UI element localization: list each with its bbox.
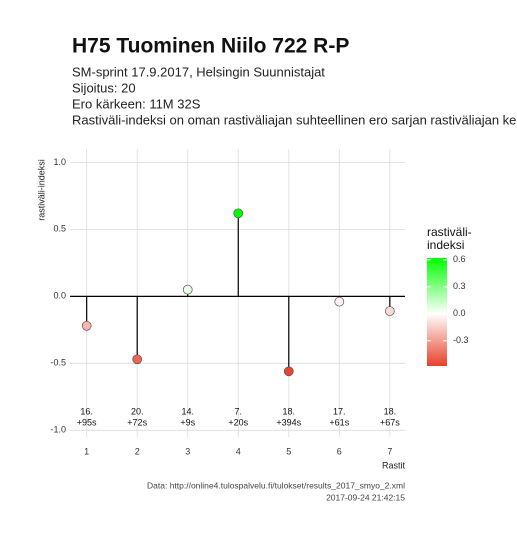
point	[132, 354, 143, 365]
point-label: +394s	[276, 417, 301, 427]
point-label: 7.	[235, 406, 243, 416]
x-tick-label: 6	[337, 446, 342, 456]
point-label: +9s	[180, 417, 195, 427]
x-tick-label: 7	[387, 446, 392, 456]
subtitle: Ero kärkeen: 11M 32S	[72, 96, 201, 111]
point	[334, 296, 345, 307]
legend-title: indeksi	[427, 238, 464, 252]
point	[182, 284, 193, 295]
legend-label: 0.6	[453, 254, 466, 264]
point-label: 14.	[181, 406, 194, 416]
y-tick-label: 0.0	[53, 291, 66, 301]
legend-label: 0.0	[453, 308, 466, 318]
point-label: +72s	[127, 417, 147, 427]
legend-title: rastiväli-	[427, 225, 472, 239]
colorbar	[427, 258, 447, 366]
x-tick-label: 3	[185, 446, 190, 456]
y-tick-label: 0.5	[53, 224, 66, 234]
point	[233, 208, 244, 219]
x-tick-label: 1	[84, 446, 89, 456]
subtitle: SM-sprint 17.9.2017, Helsingin Suunnista…	[72, 64, 325, 79]
point-label: 18.	[384, 406, 397, 416]
point	[283, 366, 294, 377]
chart-title: H75 Tuominen Niilo 722 R-P	[72, 35, 349, 58]
x-tick-label: 5	[286, 446, 291, 456]
point	[81, 320, 92, 331]
legend-label: -0.3	[453, 335, 469, 345]
point-label: +95s	[77, 417, 97, 427]
point-label: +20s	[228, 417, 248, 427]
subtitle: Rastiväli-indeksi on oman rastiväliajan …	[72, 112, 517, 127]
point-label: 20.	[131, 406, 144, 416]
point-label: +61s	[329, 417, 349, 427]
point-label: 18.	[283, 406, 296, 416]
y-tick-label: -0.5	[50, 358, 66, 368]
x-axis-label: Rastit	[382, 460, 406, 470]
y-tick-label: 1.0	[53, 157, 66, 167]
y-tick-label: -1.0	[50, 425, 66, 435]
subtitle: Sijoitus: 20	[72, 80, 136, 95]
caption: Data: http://online4.tulospalvelu.fi/tul…	[147, 480, 405, 490]
y-axis-label: rastiväli-indeksi	[36, 159, 46, 221]
x-tick-label: 2	[135, 446, 140, 456]
point-label: 17.	[333, 406, 346, 416]
point-label: +67s	[380, 417, 400, 427]
point	[384, 306, 395, 316]
legend-label: 0.3	[453, 281, 466, 291]
point-label: 16.	[80, 406, 93, 416]
caption: 2017-09-24 21:42:15	[326, 492, 405, 502]
x-tick-label: 4	[236, 446, 241, 456]
